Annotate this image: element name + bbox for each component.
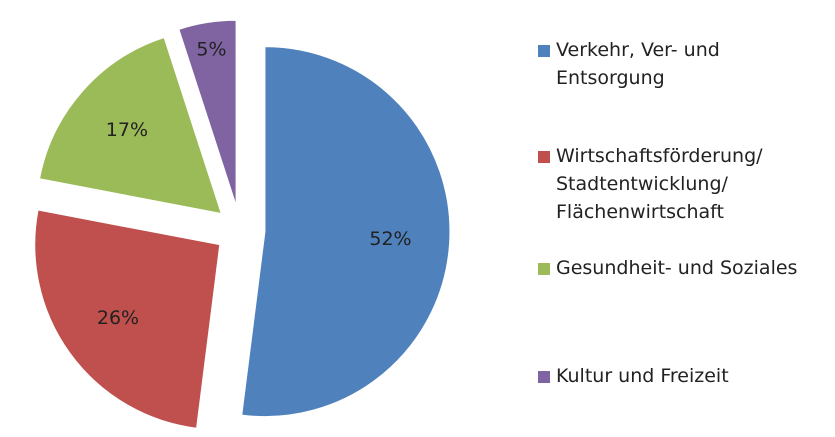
- legend-item: Kultur und Freizeit: [538, 362, 828, 390]
- legend-item: Gesundheit- und Soziales: [538, 254, 828, 282]
- data-label: 26%: [97, 307, 139, 329]
- legend-swatch: [538, 45, 550, 57]
- legend-swatch: [538, 151, 550, 163]
- data-label: 17%: [106, 119, 148, 141]
- legend-label: Wirtschaftsförderung/ Stadtentwicklung/ …: [556, 145, 763, 223]
- legend-label: Verkehr, Ver- und Entsorgung: [556, 39, 720, 89]
- pie-slice: [178, 19, 237, 206]
- legend-swatch: [538, 263, 550, 275]
- legend-label: Kultur und Freizeit: [556, 365, 729, 387]
- pie-slice: [241, 46, 451, 418]
- legend-label: Gesundheit- und Soziales: [556, 257, 798, 279]
- pie-slice: [34, 209, 221, 429]
- data-label: 52%: [369, 228, 411, 250]
- legend-item: Verkehr, Ver- und Entsorgung: [538, 36, 828, 92]
- legend-item: Wirtschaftsförderung/ Stadtentwicklung/ …: [538, 142, 828, 226]
- legend-swatch: [538, 371, 550, 383]
- data-label: 5%: [196, 38, 226, 60]
- pie-slice: [38, 36, 222, 215]
